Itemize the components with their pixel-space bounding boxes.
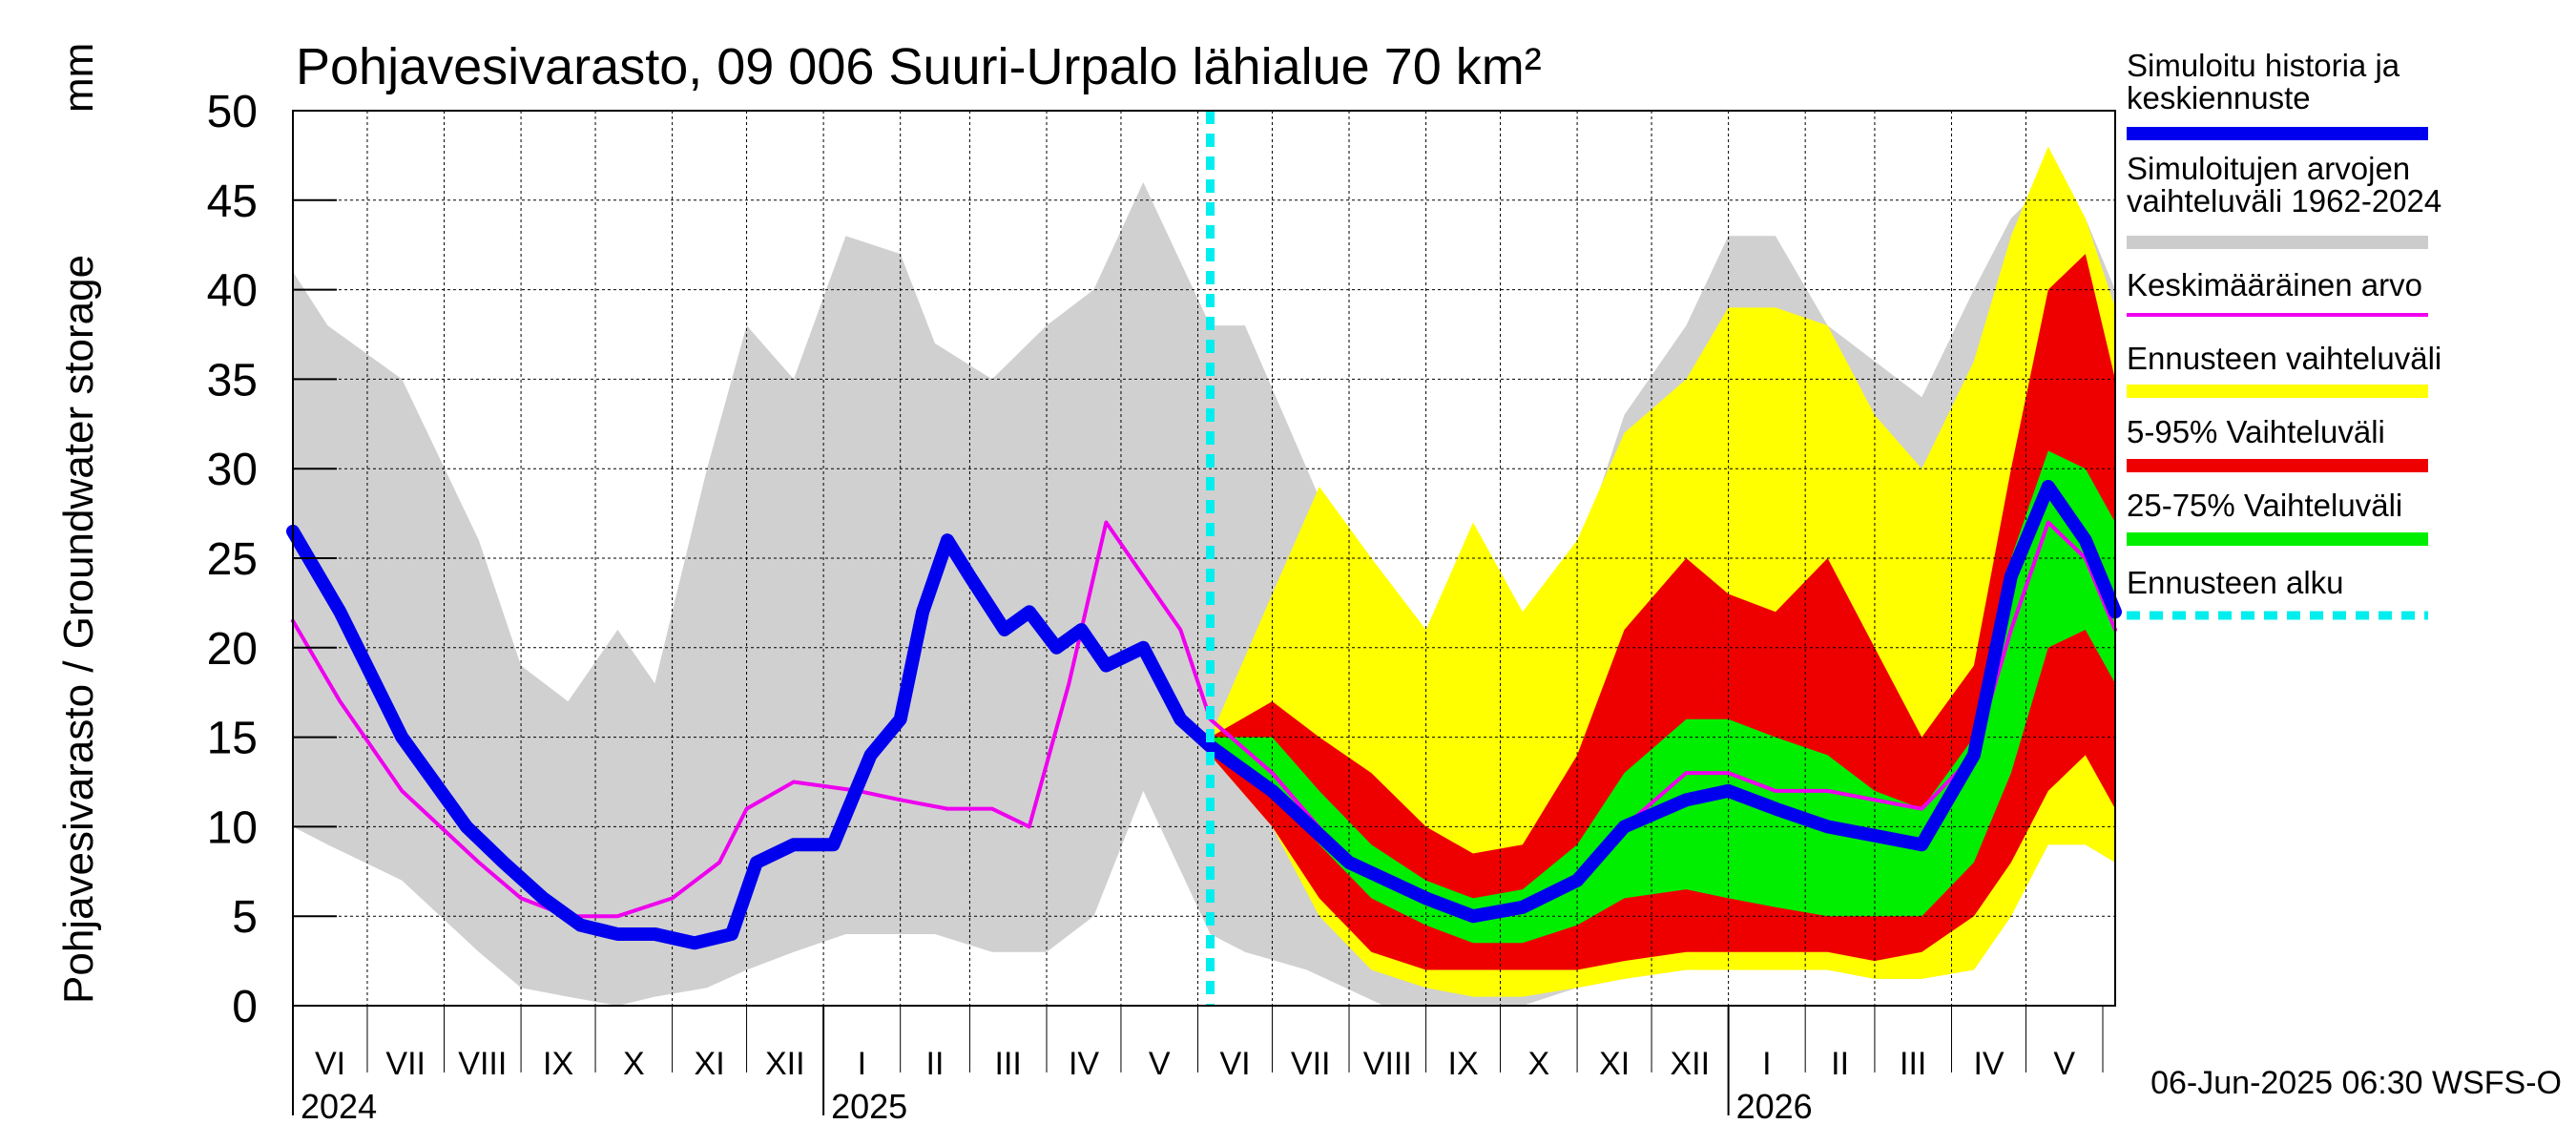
x-month-label: V <box>1149 1046 1171 1082</box>
p25-75-range-layer <box>1210 450 2115 944</box>
y-tick-label: 35 <box>207 355 258 406</box>
x-month-label: III <box>995 1046 1022 1082</box>
y-tick-label: 40 <box>207 266 258 317</box>
x-month-label: III <box>1900 1046 1926 1082</box>
x-month-label: II <box>1831 1046 1849 1082</box>
legend-label: Ennusteen vaihteluväli <box>2127 341 2441 376</box>
y-tick-label: 15 <box>207 714 258 764</box>
y-axis-unit: mm <box>55 43 102 113</box>
x-month-label: XI <box>695 1046 725 1082</box>
legend-item: Keskimääräinen arvo <box>2127 267 2428 317</box>
legend-label: Keskimääräinen arvo <box>2127 267 2422 302</box>
x-year-label: 2026 <box>1736 1087 1813 1126</box>
legend-label: 5-95% Vaihteluväli <box>2127 414 2385 449</box>
y-tick-label: 50 <box>207 87 258 137</box>
x-month-label: XI <box>1599 1046 1630 1082</box>
x-month-label: X <box>623 1046 645 1082</box>
y-tick-label: 10 <box>207 802 258 853</box>
legend-item: Simuloitujen arvojen vaihteluväli 1962-20… <box>2127 151 2441 249</box>
legend-item: Ennusteen alku <box>2127 565 2428 620</box>
x-month-label: I <box>1762 1046 1771 1082</box>
legend: Simuloitu historia ja keskiennuste Simuloi… <box>2127 48 2441 620</box>
legend-label: Simuloitujen arvojen vaihteluväli 1962-20… <box>2127 151 2441 219</box>
x-month-label: IV <box>1973 1046 2004 1082</box>
x-month-label: X <box>1527 1046 1549 1082</box>
y-tick-label: 25 <box>207 534 258 585</box>
legend-label: Ennusteen alku <box>2127 565 2344 600</box>
y-axis-label: Pohjavesivarasto / Groundwater storage <box>55 255 102 1004</box>
x-year-label: 2024 <box>301 1087 377 1126</box>
legend-label: Simuloitu historia ja keskiennuste <box>2127 48 2400 115</box>
x-month-label: IV <box>1069 1046 1099 1082</box>
chart-title: Pohjavesivarasto, 09 006 Suuri-Urpalo lä… <box>296 38 1542 95</box>
x-month-label: VI <box>1219 1046 1250 1082</box>
x-axis: VI VII VIII IX X XI XII I II III IV V VI VII VIII IX X XI… <box>292 1006 2104 1126</box>
x-month-label: VI <box>315 1046 345 1082</box>
p5-95-band <box>1210 254 2115 970</box>
y-tick-label: 0 <box>232 982 258 1032</box>
legend-item: 5-95% Vaihteluväli <box>2127 414 2428 472</box>
x-month-label: II <box>926 1046 945 1082</box>
y-tick-label: 45 <box>207 177 258 227</box>
legend-label: 25-75% Vaihteluväli <box>2127 488 2402 523</box>
p5-95-range-layer <box>1210 254 2115 970</box>
y-tick-label: 5 <box>232 892 258 943</box>
grid-layer <box>293 111 2115 1006</box>
footer-timestamp: 06-Jun-2025 06:30 WSFS-O <box>2150 1065 2562 1101</box>
x-month-label: V <box>2053 1046 2075 1082</box>
x-month-label: VIII <box>458 1046 507 1082</box>
x-month-label: VIII <box>1363 1046 1412 1082</box>
plot-area <box>286 110 2122 1007</box>
x-month-label: VII <box>1291 1046 1331 1082</box>
y-axis-ticks: 0 5 10 15 20 25 30 35 40 45 50 <box>207 87 337 1032</box>
simulated-line <box>286 480 2122 950</box>
x-month-label: XII <box>1671 1046 1711 1082</box>
simulated-line-layer <box>286 480 2122 950</box>
x-month-label: I <box>858 1046 866 1082</box>
legend-item: Ennusteen vaihteluväli <box>2127 341 2441 398</box>
p25-75-band <box>1210 450 2115 944</box>
x-month-label: IX <box>543 1046 573 1082</box>
y-tick-label: 30 <box>207 445 258 495</box>
x-year-label: 2025 <box>831 1087 907 1126</box>
legend-item: Simuloitu historia ja keskiennuste <box>2127 48 2428 140</box>
mean-line-layer <box>291 520 2117 919</box>
x-month-label: XII <box>765 1046 805 1082</box>
mean-line <box>291 520 2117 919</box>
x-month-label: IX <box>1448 1046 1479 1082</box>
legend-item: 25-75% Vaihteluväli <box>2127 488 2428 546</box>
y-tick-label: 20 <box>207 624 258 675</box>
x-month-label: VII <box>385 1046 426 1082</box>
